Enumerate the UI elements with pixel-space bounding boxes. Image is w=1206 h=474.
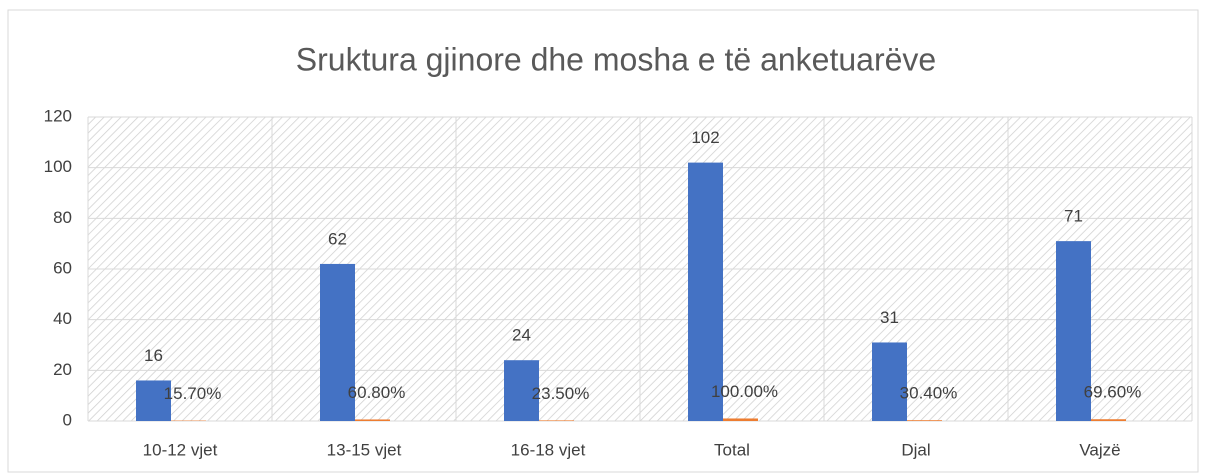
data-label: 31 (880, 308, 899, 327)
data-label: 15.70% (164, 384, 222, 403)
bar (688, 162, 723, 421)
x-tick-label: Djal (901, 440, 930, 459)
data-label: 100.00% (711, 382, 778, 401)
data-label: 62 (328, 229, 347, 248)
data-label: 102 (691, 128, 719, 147)
data-label: 71 (1064, 207, 1083, 226)
x-tick-label: 13-15 vjet (327, 440, 402, 459)
bar (355, 419, 390, 421)
bar (907, 420, 942, 421)
x-tick-label: 10-12 vjet (143, 440, 218, 459)
bar (1056, 241, 1091, 421)
bar (504, 360, 539, 421)
chart-title: Sruktura gjinore dhe mosha e të anketuar… (296, 41, 936, 77)
x-tick-label: 16-18 vjet (511, 440, 586, 459)
bar (1091, 419, 1126, 421)
x-tick-label: Vajzë (1079, 440, 1120, 459)
data-label: 24 (512, 326, 531, 345)
bar (723, 418, 758, 421)
y-tick-label: 80 (53, 208, 72, 227)
y-tick-label: 60 (53, 258, 72, 277)
data-label: 60.80% (348, 383, 406, 402)
y-tick-label: 20 (53, 360, 72, 379)
y-tick-label: 120 (44, 106, 72, 125)
data-label: 16 (144, 346, 163, 365)
data-label: 69.60% (1084, 383, 1142, 402)
y-tick-label: 0 (63, 410, 72, 429)
bar (539, 420, 574, 421)
y-tick-label: 40 (53, 309, 72, 328)
x-tick-label: Total (714, 440, 750, 459)
data-label: 23.50% (532, 384, 590, 403)
bar (320, 263, 355, 421)
bar (872, 342, 907, 421)
y-tick-label: 100 (44, 157, 72, 176)
bar (136, 380, 171, 421)
data-label: 30.40% (900, 384, 958, 403)
